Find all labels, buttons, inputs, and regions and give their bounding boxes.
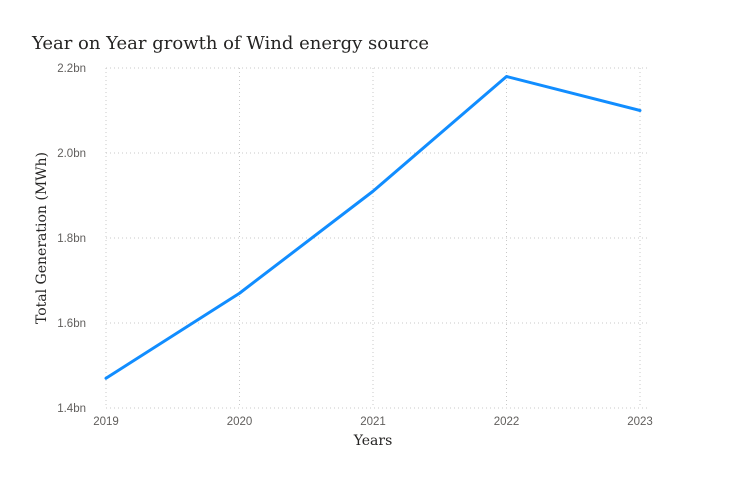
x-tick-label: 2019 (93, 416, 119, 428)
y-axis-title: Total Generation (MWh) (34, 152, 50, 324)
y-tick-label: 1.4bn (57, 403, 86, 415)
data-point[interactable] (369, 187, 377, 195)
series-wind (102, 73, 644, 382)
y-tick-label: 2.2bn (57, 63, 86, 75)
x-tick-label: 2021 (360, 416, 386, 428)
x-axis-ticks: 2019 2020 2021 2022 2023 (93, 416, 653, 428)
y-tick-label: 1.6bn (57, 318, 86, 330)
gridlines (105, 67, 650, 409)
data-point[interactable] (636, 107, 644, 115)
x-tick-label: 2022 (494, 416, 520, 428)
data-point[interactable] (236, 289, 244, 297)
x-tick-label: 2023 (627, 416, 653, 428)
y-tick-label: 2.0bn (57, 148, 86, 160)
y-tick-label: 1.8bn (57, 233, 86, 245)
x-axis-title: Years (353, 433, 393, 449)
series-line[interactable] (104, 75, 642, 380)
chart-title: Year on Year growth of Wind energy sourc… (32, 33, 430, 54)
data-point[interactable] (503, 73, 511, 81)
x-tick-label: 2020 (227, 416, 253, 428)
y-axis-ticks: 1.4bn 1.6bn 1.8bn 2.0bn 2.2bn (57, 63, 86, 415)
data-point[interactable] (102, 374, 110, 382)
